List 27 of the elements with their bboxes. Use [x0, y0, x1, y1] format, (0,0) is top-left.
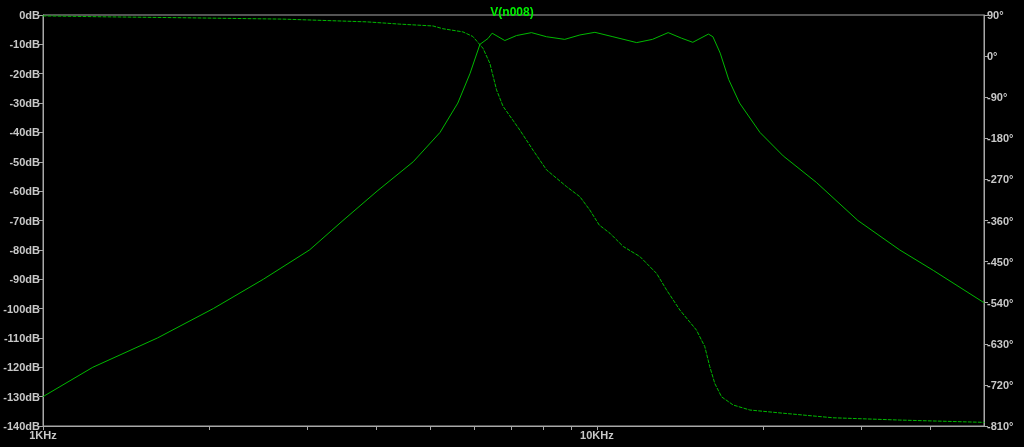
y2-tick-label: 90°: [987, 9, 1004, 21]
y-tick-label: -80dB: [9, 243, 41, 256]
y-tick-label: -30dB: [9, 97, 41, 110]
y-tick-label: -40dB: [9, 126, 41, 139]
y-tick-label: -100dB: [3, 302, 41, 315]
y-tick-label: -110dB: [3, 331, 41, 344]
y2-tick-label: -720°: [987, 378, 1014, 391]
y-tick-label: -130dB: [3, 390, 41, 403]
y2-tick-label: -180°: [987, 132, 1014, 145]
y2-tick-label: -90°: [987, 91, 1008, 104]
y-tick-label: -120dB: [3, 361, 41, 374]
y-tick-label: -10dB: [9, 38, 41, 51]
y2-tick-label: 0°: [987, 50, 998, 63]
x-tick-label: 10KHz: [580, 428, 615, 441]
y-tick-label: -60dB: [9, 185, 41, 198]
y2-tick-label: -630°: [987, 337, 1014, 350]
y-tick-label: -50dB: [9, 155, 41, 168]
y2-tick-label: -540°: [987, 296, 1014, 309]
y-tick-label: -70dB: [9, 214, 41, 227]
y2-tick-label: -450°: [987, 255, 1014, 268]
chart-title: V(n008): [490, 5, 534, 19]
y2-tick-label: -270°: [987, 173, 1014, 186]
y-tick-label: 0dB: [19, 9, 41, 21]
y-tick-label: -90dB: [9, 273, 41, 286]
y2-tick-label: -810°: [987, 420, 1014, 432]
y2-tick-label: -360°: [987, 214, 1014, 227]
y-tick-label: -20dB: [9, 67, 41, 80]
